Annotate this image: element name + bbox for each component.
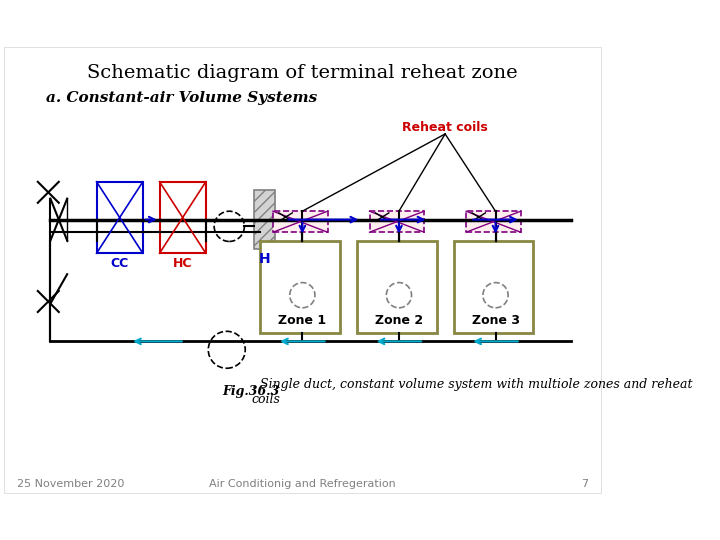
Circle shape [483,282,508,308]
Text: H: H [258,252,270,266]
Circle shape [289,282,315,308]
Bar [160,182,206,253]
Text: Reheat coils: Reheat coils [402,121,488,134]
Bar [357,241,437,333]
Text: Schematic diagram of terminal reheat zone: Schematic diagram of terminal reheat zon… [87,64,518,82]
Text: Zone 3: Zone 3 [472,314,520,327]
Text: 25 November 2020: 25 November 2020 [17,479,124,489]
Text: Fig.36.3: Fig.36.3 [222,385,280,399]
Bar [454,241,534,333]
Text: 7: 7 [581,479,588,489]
Text: a. Constant-air Volume Systems: a. Constant-air Volume Systems [46,91,318,105]
Text: CC: CC [111,257,129,270]
Text: Air Conditionig and Refregeration: Air Conditionig and Refregeration [209,479,396,489]
Circle shape [214,211,244,241]
Bar [273,211,328,232]
Text: . Single duct, constant volume system with multiole zones and reheat
coils: . Single duct, constant volume system wi… [252,378,693,406]
Text: HC: HC [173,257,192,270]
Bar [261,241,340,333]
Circle shape [387,282,412,308]
Bar [253,190,274,249]
Bar [369,211,424,232]
Text: Zone 1: Zone 1 [279,314,326,327]
Bar [466,211,521,232]
Circle shape [208,332,246,368]
Bar [96,182,143,253]
Text: Zone 2: Zone 2 [375,314,423,327]
